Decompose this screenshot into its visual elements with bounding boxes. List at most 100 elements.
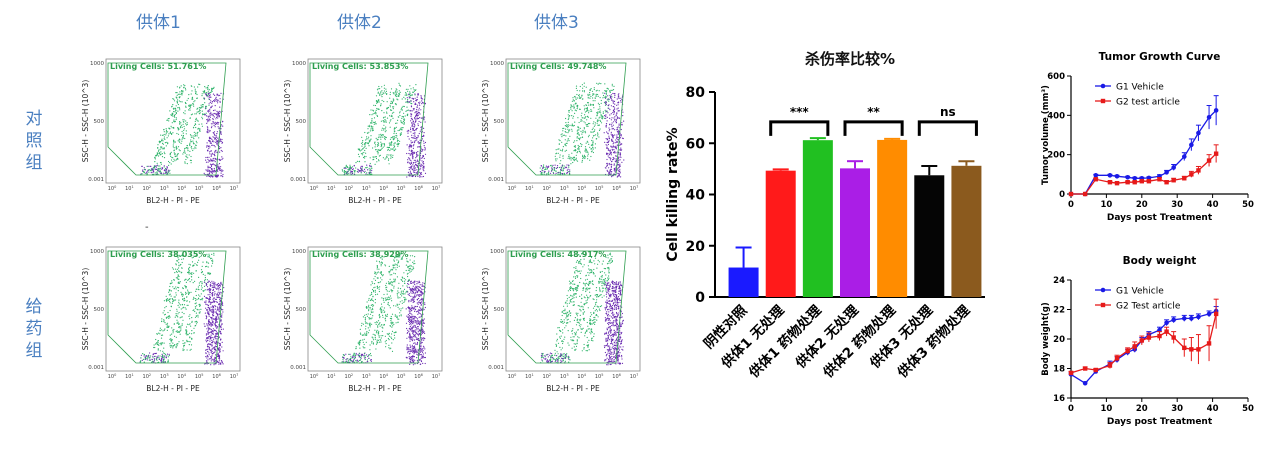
dead-cell-dot: [611, 146, 613, 148]
dead-cell-dot: [207, 331, 209, 333]
dead-cell-dot: [421, 157, 424, 159]
living-cell-dot: [366, 301, 368, 303]
dead-cell-dot: [423, 118, 425, 120]
living-cell-dot: [371, 304, 373, 306]
debris-dot: [142, 170, 144, 172]
living-cell-dot: [599, 110, 601, 112]
living-cell-dot: [375, 156, 377, 158]
living-cell-dot: [371, 130, 373, 132]
debris-dot: [146, 171, 148, 173]
living-cell-dot: [588, 97, 590, 99]
living-cell-dot: [394, 142, 396, 144]
dead-cell-dot: [611, 138, 613, 140]
living-cell-dot: [179, 141, 181, 143]
living-cell-dot: [192, 149, 194, 152]
living-cell-dot: [393, 144, 395, 146]
living-cell-dot: [197, 286, 199, 288]
debris-dot: [364, 355, 366, 357]
dead-cell-dot: [214, 357, 216, 359]
debris-dot: [351, 168, 353, 171]
living-cell-dot: [592, 94, 594, 96]
living-cell-dot: [371, 298, 373, 300]
living-cell-dot: [173, 119, 175, 121]
flow-y-tick-label: 1000: [292, 61, 306, 67]
living-cell-dot: [371, 122, 373, 124]
living-cell-dot: [377, 339, 379, 341]
living-cell-dot: [394, 130, 396, 132]
living-cell-dot: [400, 132, 402, 134]
living-cell-dot: [594, 100, 596, 102]
living-cell-dot: [185, 158, 187, 161]
living-cell-dot: [583, 82, 585, 84]
living-cell-dot: [175, 118, 177, 121]
dead-cell-dot: [409, 101, 411, 103]
living-cell-dot: [394, 278, 396, 280]
living-cell-dot: [366, 330, 368, 333]
dead-cell-dot: [205, 341, 208, 343]
living-cell-dot: [180, 101, 182, 103]
dead-cell-dot: [608, 171, 610, 173]
living-cell-dot: [171, 298, 173, 300]
living-cell-dot: [186, 349, 188, 351]
dead-cell-dot: [419, 142, 421, 144]
dead-cell-dot: [207, 96, 209, 98]
dead-cell-dot: [220, 328, 222, 331]
living-cell-dot: [171, 267, 174, 269]
debris-dot: [360, 172, 362, 174]
debris-dot: [568, 171, 570, 173]
debris-dot: [149, 165, 151, 167]
living-cell-dot: [396, 138, 399, 140]
dead-cell-dot: [616, 144, 618, 146]
debris-dot: [156, 356, 158, 358]
dead-cell-dot: [606, 120, 608, 122]
living-cell-dot: [590, 148, 592, 150]
living-cell-dot: [363, 151, 365, 154]
living-cell-dot: [398, 292, 400, 294]
dead-cell-dot: [409, 109, 411, 112]
living-cell-dot: [380, 341, 382, 343]
debris-dot: [344, 171, 346, 173]
debris-dot: [358, 359, 361, 362]
living-cell-dot: [375, 332, 378, 334]
flow-x-tick-label: 102: [345, 185, 354, 192]
living-cell-dot: [400, 314, 402, 316]
debris-dot: [142, 171, 145, 173]
dead-cell-dot: [207, 121, 209, 123]
debris-dot: [343, 171, 345, 173]
living-cell-dot: [405, 88, 407, 90]
dead-cell-dot: [218, 318, 220, 320]
dead-cell-dot: [213, 145, 215, 147]
living-cell-dot: [405, 110, 407, 112]
dead-cell-dot: [415, 111, 417, 113]
debris-dot: [168, 354, 170, 357]
living-cell-dot: [393, 323, 395, 325]
dead-cell-dot: [212, 306, 214, 308]
living-cell-dot: [194, 263, 196, 265]
debris-dot: [151, 358, 153, 360]
debris-dot: [355, 167, 357, 169]
living-cell-dot: [205, 266, 207, 268]
living-cell-dot: [409, 259, 411, 261]
dead-cell-dot: [216, 341, 218, 343]
living-cell-dot: [175, 288, 177, 290]
living-cell-dot: [584, 130, 586, 132]
dead-cell-dot: [222, 363, 224, 365]
dead-cell-dot: [210, 153, 212, 155]
dead-cell-dot: [210, 165, 213, 167]
living-cell-dot: [387, 337, 389, 340]
dead-cell-dot: [216, 168, 219, 170]
dead-cell-dot: [613, 146, 615, 148]
debris-dot: [350, 355, 352, 357]
dead-cell-dot: [208, 129, 210, 131]
debris-dot: [167, 171, 169, 173]
living-cell-dot: [391, 350, 394, 352]
living-cell-dot: [407, 102, 409, 104]
living-cell-dot: [182, 294, 184, 296]
living-cell-dot: [391, 282, 393, 284]
dead-cell-dot: [612, 92, 614, 95]
living-cell-dot: [561, 150, 563, 152]
living-cell-dot: [396, 93, 398, 96]
dead-cell-dot: [619, 168, 621, 170]
living-cell-dot: [193, 138, 195, 140]
living-cell-dot: [181, 258, 183, 260]
